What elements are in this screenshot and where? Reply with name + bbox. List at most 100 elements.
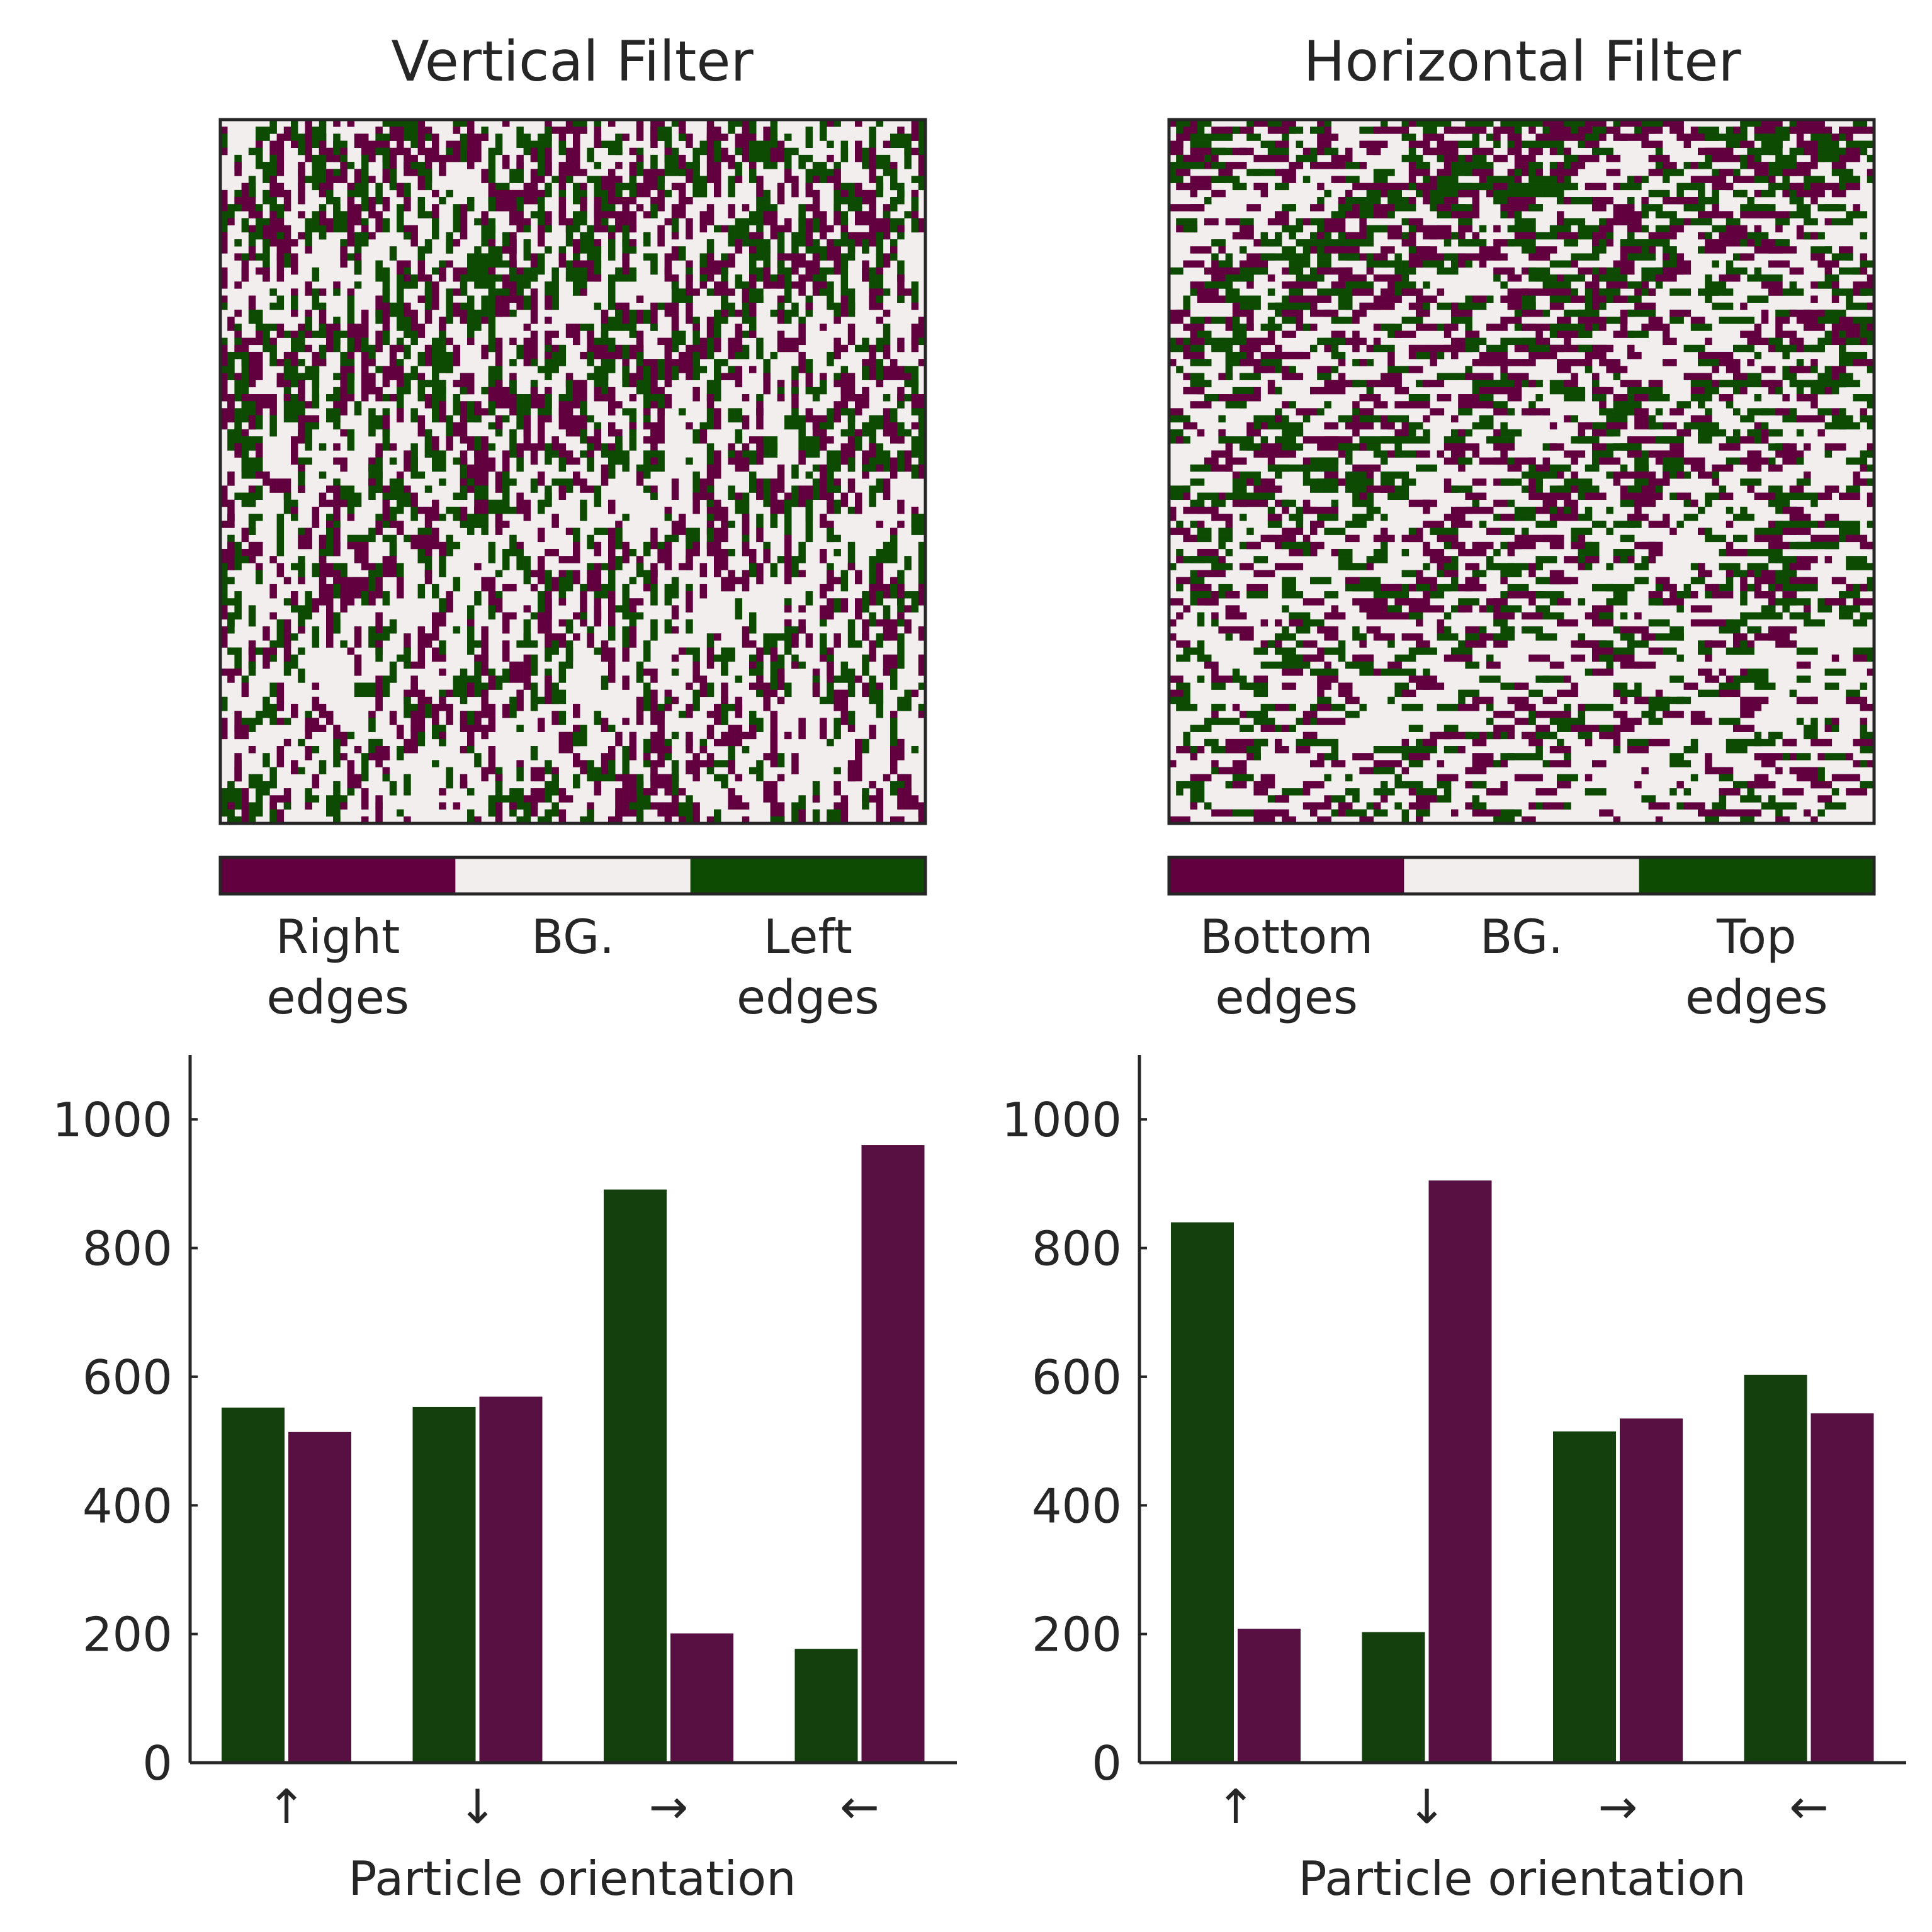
heatmap-cell [1345, 176, 1360, 183]
heatmap-cell [855, 344, 862, 353]
heatmap-cell [1423, 183, 1430, 191]
heatmap-cell [1796, 541, 1818, 550]
heatmap-cell [319, 140, 327, 162]
heatmap-cell [1408, 176, 1416, 183]
heatmap-cell [1373, 302, 1395, 310]
heatmap-cell [876, 548, 884, 563]
heatmap-cell [1535, 563, 1543, 570]
heatmap-cell [1296, 260, 1304, 268]
heatmap-cell [1627, 281, 1649, 289]
heatmap-cell [827, 598, 834, 620]
heatmap-cell [1846, 133, 1853, 141]
heatmap-cell [417, 140, 426, 155]
heatmap-cell [460, 696, 468, 704]
heatmap-cell [417, 548, 426, 563]
heatmap-cell [1197, 204, 1205, 212]
heatmap-cell [798, 541, 806, 563]
heatmap-cell [1197, 162, 1205, 169]
heatmap-cell [1719, 232, 1741, 240]
heatmap-cell [1352, 317, 1360, 324]
heatmap-cell [714, 654, 721, 662]
heatmap-cell [368, 232, 376, 240]
heatmap-cell [608, 725, 616, 732]
heatmap-cell [1571, 415, 1578, 423]
heatmap-cell [1592, 394, 1607, 402]
heatmap-cell [558, 556, 567, 563]
heatmap-cell [833, 337, 841, 359]
heatmap-cell [1549, 324, 1571, 331]
heatmap-cell [904, 788, 912, 810]
heatmap-cell [1310, 267, 1318, 275]
heatmap-cell [1183, 492, 1190, 500]
heatmap-cell [558, 140, 567, 155]
heatmap-cell [573, 140, 580, 162]
heatmap-cell [692, 147, 700, 169]
heatmap-cell [615, 809, 623, 824]
heatmap-cell [432, 450, 439, 472]
heatmap-cell [1296, 239, 1304, 247]
heatmap-cell [1183, 485, 1190, 493]
heatmap-cell [220, 492, 228, 507]
heatmap-cell [227, 577, 235, 585]
heatmap-cell [735, 218, 743, 240]
heatmap-cell [827, 450, 834, 472]
heatmap-cell [883, 140, 891, 149]
heatmap-cell [1486, 401, 1494, 409]
heatmap-cell [227, 809, 235, 824]
heatmap-cell [523, 267, 531, 289]
heatmap-cell [1754, 176, 1776, 183]
heatmap-cell [1345, 472, 1367, 479]
heatmap-cell [728, 521, 735, 528]
heatmap-cell [1811, 120, 1825, 127]
heatmap-cell [361, 373, 369, 395]
heatmap-cell [1401, 274, 1409, 282]
heatmap-cell [424, 450, 432, 458]
heatmap-cell [791, 176, 799, 198]
heatmap-cell [657, 802, 665, 817]
heatmap-cell [319, 204, 327, 212]
heatmap-cell [918, 682, 926, 690]
heatmap-cell [1620, 183, 1642, 191]
heatmap-cell [382, 591, 390, 606]
heatmap-cell [523, 324, 531, 331]
heatmap-cell [234, 541, 242, 563]
heatmap-cell [679, 816, 686, 824]
heatmap-cell [735, 239, 743, 254]
heatmap-cell [227, 317, 235, 331]
heatmap-cell [283, 598, 291, 606]
heatmap-cell [1578, 344, 1586, 353]
heatmap-cell [269, 218, 277, 225]
heatmap-title-vertical: Vertical Filter [391, 29, 754, 94]
heatmap-cell [629, 548, 637, 556]
heatmap-cell [538, 260, 545, 275]
heatmap-cell [1733, 514, 1754, 521]
heatmap-cell [1197, 548, 1219, 556]
heatmap-cell [319, 725, 327, 732]
heatmap-cell [298, 232, 305, 240]
heatmap-cell [714, 380, 721, 402]
heatmap-cell [1627, 387, 1649, 395]
heatmap-cell [1867, 563, 1875, 570]
heatmap-cell [432, 267, 439, 275]
heatmap-cell [784, 309, 792, 324]
heatmap-cell [1289, 127, 1304, 134]
heatmap-cell [488, 246, 496, 254]
heatmap-cell [1289, 288, 1304, 296]
heatmap-cell [1754, 133, 1762, 141]
heatmap-cell [375, 472, 383, 493]
heatmap-cell [1824, 309, 1846, 317]
heatmap-cell [410, 506, 418, 521]
heatmap-cell [248, 225, 256, 233]
heatmap-cell [664, 344, 672, 366]
heatmap-cell [573, 211, 580, 233]
heatmap-cell [714, 760, 721, 767]
heatmap-cell [1564, 218, 1578, 225]
heatmap-cell [516, 267, 524, 275]
heatmap-cell [601, 373, 609, 395]
heatmap-cell [347, 429, 355, 451]
heatmap-cell [523, 429, 531, 437]
heatmap-cell [636, 162, 644, 176]
heatmap-cell [404, 499, 411, 507]
heatmap-cell [636, 802, 644, 824]
heatmap-cell [756, 492, 764, 500]
